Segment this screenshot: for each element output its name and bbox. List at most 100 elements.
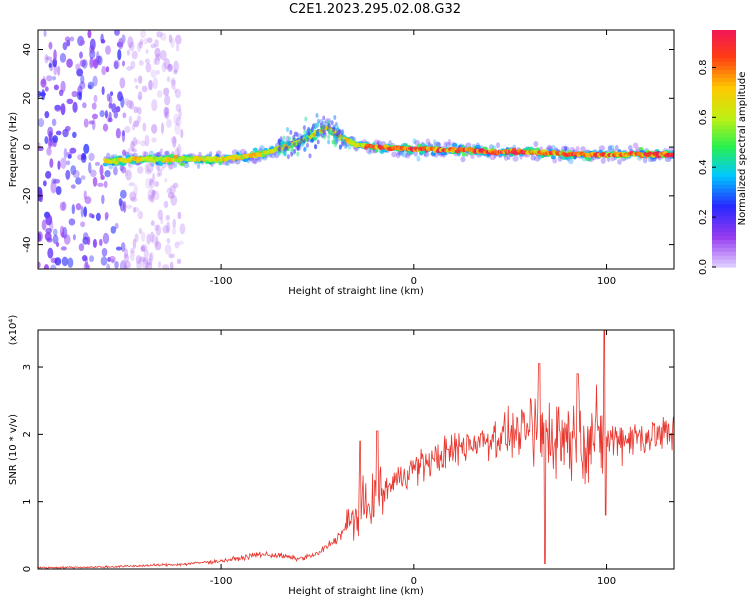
noise-blob xyxy=(173,69,178,75)
noise-blob xyxy=(80,205,84,218)
noise-blob xyxy=(72,131,77,139)
noise-blob xyxy=(61,256,69,267)
noise-blob xyxy=(44,86,49,92)
ridge-blob xyxy=(580,146,586,153)
noise-blob xyxy=(51,76,57,81)
noise-blob xyxy=(121,130,126,143)
colorbar-segment xyxy=(712,73,736,78)
noise-blob xyxy=(57,160,61,170)
noise-blob xyxy=(72,169,80,179)
heatmap-ytick-label: -40 xyxy=(22,236,33,252)
noise-blob xyxy=(53,178,61,184)
ridge-halo xyxy=(313,125,317,131)
colorbar-segment xyxy=(712,160,736,165)
noise-blob xyxy=(54,257,62,266)
colorbar-segment xyxy=(712,89,736,94)
noise-blob xyxy=(46,75,53,82)
ridge-halo xyxy=(333,142,337,148)
noise-blob xyxy=(132,148,137,153)
colorbar-segment xyxy=(712,57,736,63)
noise-blob xyxy=(92,75,98,87)
noise-blob xyxy=(136,166,144,174)
noise-blob xyxy=(101,247,108,257)
ridge-blob xyxy=(443,141,448,148)
ridge-halo xyxy=(300,142,304,148)
noise-blob xyxy=(133,184,138,197)
noise-blob xyxy=(106,263,111,269)
ridge-blob xyxy=(183,162,190,169)
heatmap-marks xyxy=(38,30,674,269)
noise-blob xyxy=(123,248,128,259)
ridge-blob xyxy=(259,145,265,152)
noise-blob xyxy=(45,214,53,226)
ridge-blob xyxy=(460,156,466,163)
ridge-blob xyxy=(395,152,401,159)
noise-blob xyxy=(79,51,83,59)
noise-blob xyxy=(49,158,54,168)
noise-blob xyxy=(137,106,142,115)
noise-blob xyxy=(92,176,98,187)
noise-blob xyxy=(115,246,122,251)
noise-blob xyxy=(150,220,155,226)
noise-blob xyxy=(101,65,107,76)
noise-blob xyxy=(63,147,68,159)
noise-blob xyxy=(91,113,98,120)
ridge-blob xyxy=(158,162,163,167)
colorbar-segment xyxy=(712,49,736,55)
colorbar-segment xyxy=(712,180,736,185)
noise-blob xyxy=(52,135,59,144)
colorbar-segment xyxy=(712,33,736,39)
noise-blob xyxy=(132,137,138,147)
noise-blob xyxy=(67,257,74,268)
line-xtick-label: -100 xyxy=(210,576,233,587)
noise-blob xyxy=(154,224,159,232)
noise-blob xyxy=(57,65,61,76)
noise-blob xyxy=(93,58,99,69)
ridge-blob xyxy=(269,152,276,159)
line-ytick-label: 2 xyxy=(22,431,33,437)
noise-blob xyxy=(43,264,50,269)
noise-blob xyxy=(62,42,68,51)
noise-blob xyxy=(133,206,140,213)
noise-blob xyxy=(143,249,149,259)
noise-blob xyxy=(140,231,146,243)
noise-blob xyxy=(149,177,153,186)
noise-blob xyxy=(144,163,149,175)
noise-blob xyxy=(83,118,89,128)
colorbar-segment xyxy=(712,37,736,43)
ridge-blob xyxy=(670,153,674,158)
noise-blob xyxy=(143,37,148,45)
ridge-halo xyxy=(304,116,308,122)
noise-blob xyxy=(153,190,160,201)
noise-blob xyxy=(151,190,157,196)
colorbar-segment xyxy=(712,124,736,130)
noise-blob xyxy=(130,140,135,152)
colorbar-segment xyxy=(712,81,736,86)
noise-blob xyxy=(88,120,95,125)
noise-blob xyxy=(162,264,170,269)
noise-blob xyxy=(173,113,180,125)
ridge-blob xyxy=(391,151,398,158)
noise-blob xyxy=(43,30,47,37)
ridge-halo xyxy=(283,151,287,157)
noise-blob xyxy=(140,140,147,147)
ridge-blob xyxy=(557,155,563,162)
colorbar-segment xyxy=(712,211,736,217)
noise-blob xyxy=(97,55,103,66)
noise-blob xyxy=(64,36,71,43)
noise-blob xyxy=(154,56,161,66)
noise-blob xyxy=(133,77,138,83)
ridge-blob xyxy=(252,147,258,152)
noise-blob xyxy=(159,148,163,154)
ridge-blob xyxy=(496,142,500,149)
noise-blob xyxy=(173,60,180,73)
noise-blob xyxy=(165,214,171,221)
noise-blob xyxy=(44,54,49,64)
noise-blob xyxy=(80,153,87,164)
ridge-blob xyxy=(240,148,247,155)
ridge-blob xyxy=(196,162,201,169)
noise-blob xyxy=(43,180,47,187)
colorbar-segment xyxy=(712,176,736,181)
noise-blob xyxy=(55,241,60,248)
noise-blob xyxy=(93,94,98,103)
